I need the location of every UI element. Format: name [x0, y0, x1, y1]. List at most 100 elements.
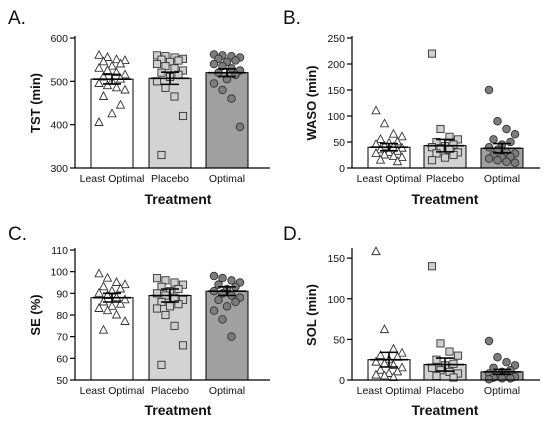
data-point — [209, 79, 219, 88]
data-point — [371, 356, 381, 366]
data-point — [432, 149, 441, 158]
data-point — [102, 305, 113, 315]
data-point — [120, 316, 130, 325]
x-tick-label: Placebo — [151, 385, 189, 397]
y-tick-label: 70 — [56, 332, 68, 344]
data-point — [157, 150, 166, 160]
data-point — [102, 65, 113, 74]
panel-d: D. SOL (min) Treatment Least Optimal Plac… — [283, 224, 540, 418]
error-bar — [93, 73, 131, 85]
x-tick-label: Placebo — [426, 385, 464, 397]
data-point — [397, 152, 407, 162]
data-point — [227, 94, 236, 103]
data-point — [218, 273, 227, 283]
data-point — [375, 154, 386, 164]
data-point — [397, 362, 407, 372]
x-tick-label: Least Optimal — [357, 385, 422, 397]
panel-c: C. SE (%) Treatment Least Optimal Placebo… — [8, 224, 270, 418]
data-point — [379, 370, 390, 380]
data-point — [157, 282, 166, 291]
data-point — [209, 59, 219, 69]
error-bar — [208, 286, 246, 297]
data-point — [445, 132, 454, 141]
data-point — [178, 111, 188, 121]
data-point — [111, 277, 122, 286]
y-axis-label: TST (min) — [28, 73, 43, 133]
data-point — [120, 69, 130, 79]
y-tick-label: 150 — [327, 85, 345, 97]
data-point — [388, 128, 399, 138]
y-tick-label: 150 — [327, 253, 345, 265]
y-tick-label: 100 — [327, 294, 345, 306]
data-point — [484, 374, 494, 384]
data-point — [502, 357, 511, 367]
error-bar — [483, 142, 521, 154]
data-point — [94, 78, 104, 87]
data-point — [388, 343, 399, 353]
data-point — [484, 154, 494, 163]
data-point — [375, 350, 386, 360]
data-point — [111, 309, 122, 319]
data-point — [493, 155, 502, 165]
panel-b: B. WASO (min) Treatment Least Optimal Pla… — [283, 8, 540, 207]
data-point — [98, 91, 109, 100]
y-tick-label: 250 — [327, 33, 345, 45]
data-point — [375, 133, 386, 143]
data-point — [115, 298, 126, 308]
x-tick-label: Placebo — [151, 173, 189, 185]
data-point — [115, 58, 126, 68]
y-tick-label: 300 — [50, 163, 68, 175]
data-point — [178, 280, 188, 289]
panel-label: C. — [8, 224, 27, 245]
data-point — [98, 281, 109, 291]
data-point — [152, 304, 162, 313]
data-point — [227, 332, 236, 341]
data-point — [427, 143, 437, 152]
error-bar — [426, 138, 464, 153]
x-tick-label: Optimal — [209, 173, 245, 185]
x-axis-label: Treatment — [145, 191, 212, 207]
data-point — [375, 364, 386, 374]
data-point — [493, 116, 502, 126]
data-point — [427, 49, 437, 58]
error-bar — [208, 67, 246, 78]
x-axis-label: Treatment — [412, 402, 479, 418]
y-tick-label: 80 — [56, 310, 68, 322]
data-point — [120, 294, 130, 304]
data-point — [497, 374, 507, 383]
data-point — [449, 359, 458, 368]
data-point — [94, 287, 104, 297]
error-bar — [483, 368, 521, 376]
data-point — [94, 117, 104, 126]
y-tick-label: 600 — [50, 33, 68, 45]
data-point — [371, 105, 381, 115]
y-axis-label: WASO (min) — [304, 65, 319, 140]
data-point — [489, 135, 498, 144]
data-point — [94, 268, 104, 278]
data-point — [484, 336, 494, 346]
y-tick-label: 50 — [333, 137, 345, 149]
data-point — [152, 59, 162, 69]
x-tick-label: Least Optimal — [357, 173, 422, 185]
data-point — [371, 369, 381, 379]
data-point — [111, 54, 122, 64]
bar — [148, 77, 192, 169]
y-tick-label: 400 — [50, 120, 68, 132]
data-point — [453, 135, 463, 144]
data-point — [227, 276, 236, 285]
data-point — [174, 56, 183, 65]
data-point — [111, 82, 122, 92]
y-tick-label: 0 — [339, 163, 345, 175]
data-point — [94, 62, 104, 72]
data-point — [152, 51, 162, 60]
data-point — [502, 124, 511, 134]
data-point — [120, 279, 130, 289]
data-point — [427, 262, 437, 271]
data-point — [231, 297, 240, 307]
data-point — [436, 339, 445, 348]
data-point — [392, 156, 403, 166]
data-point — [98, 56, 109, 66]
data-point — [384, 368, 394, 377]
data-point — [235, 122, 245, 132]
